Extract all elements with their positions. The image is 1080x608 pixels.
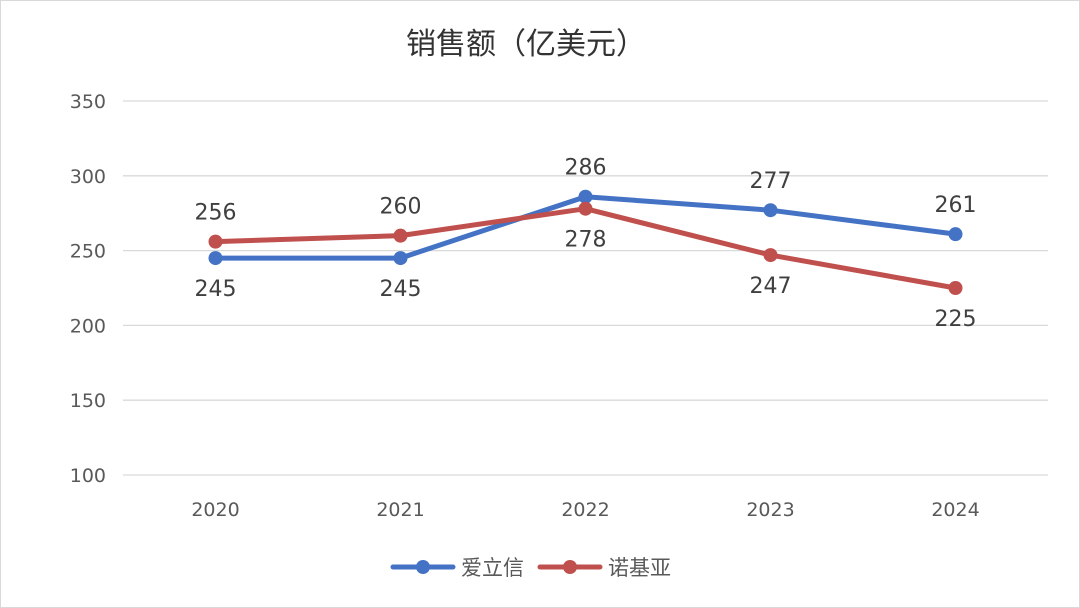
data-point — [578, 189, 593, 204]
data-point — [393, 251, 408, 266]
x-tick-label: 2020 — [191, 499, 239, 521]
data-label: 247 — [750, 274, 792, 299]
x-axis-tick-labels: 2020 2021 2022 2023 2024 — [191, 499, 979, 521]
data-label: 256 — [195, 201, 237, 226]
x-tick-label: 2023 — [746, 499, 794, 521]
data-point — [578, 201, 593, 216]
data-label: 245 — [380, 277, 422, 302]
grid-lines — [123, 100, 1048, 476]
data-point — [948, 227, 963, 242]
data-label: 286 — [565, 156, 607, 181]
y-tick-label: 350 — [70, 91, 106, 113]
y-axis-tick-labels: 100 150 200 250 300 350 — [70, 91, 106, 487]
data-label: 225 — [935, 307, 977, 332]
y-tick-label: 300 — [70, 166, 106, 188]
chart-title: 销售额（亿美元） — [406, 27, 646, 62]
data-point — [763, 248, 778, 263]
data-point — [393, 228, 408, 243]
x-tick-label: 2022 — [561, 499, 609, 521]
data-point — [763, 203, 778, 218]
legend-swatch-marker — [416, 560, 430, 574]
data-point — [208, 251, 223, 266]
data-label: 277 — [750, 169, 792, 194]
data-labels: 245 245 286 277 261 256 260 278 247 225 — [195, 156, 977, 332]
legend-label: 诺基亚 — [608, 556, 671, 580]
data-label: 260 — [380, 195, 422, 220]
y-tick-label: 200 — [70, 315, 106, 337]
data-label: 261 — [935, 193, 977, 218]
legend-label: 爱立信 — [461, 556, 524, 580]
y-tick-label: 100 — [70, 465, 106, 487]
y-tick-label: 150 — [70, 390, 106, 412]
x-tick-label: 2021 — [376, 499, 424, 521]
legend: 爱立信 诺基亚 — [390, 556, 671, 580]
legend-swatch-marker — [563, 560, 577, 574]
y-tick-label: 250 — [70, 241, 106, 263]
data-point — [208, 234, 223, 249]
series-lines — [208, 189, 963, 295]
data-label: 278 — [565, 228, 607, 253]
data-label: 245 — [195, 277, 237, 302]
data-point — [948, 281, 963, 295]
x-tick-label: 2024 — [931, 499, 979, 521]
